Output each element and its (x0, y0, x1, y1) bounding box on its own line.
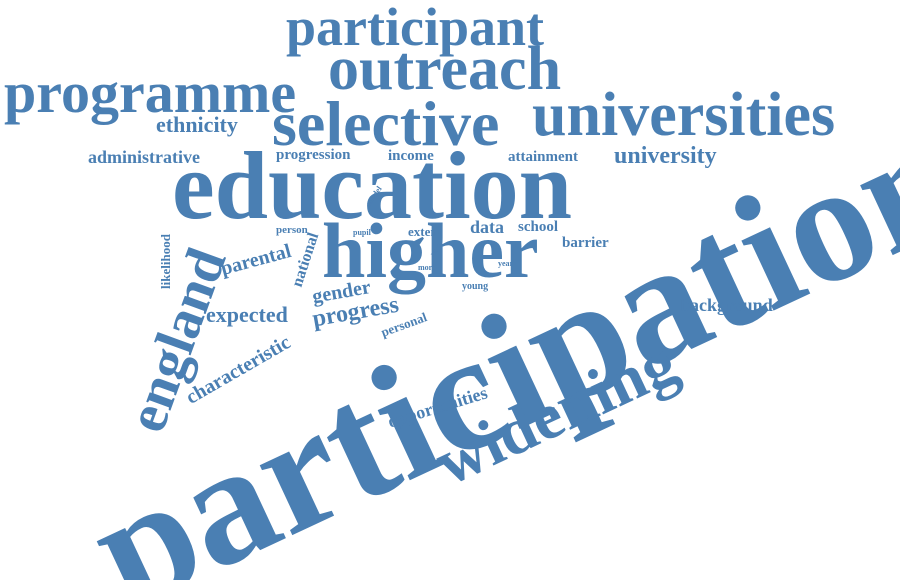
word-year: year (498, 259, 514, 268)
word-attainment: attainment (508, 149, 578, 165)
word-barrier: barrier (562, 235, 609, 251)
word-parental: parental (218, 240, 294, 280)
word-pupil: pupil (353, 228, 371, 237)
word-participant: participant (286, 0, 545, 57)
word-outreach: outreach (328, 35, 562, 103)
word-expected: expected (206, 302, 288, 327)
word-selective: selective (272, 88, 500, 159)
word-university: university (614, 143, 717, 169)
word-data: data (470, 217, 505, 237)
word-national: national (288, 230, 323, 290)
word-young: young (462, 281, 489, 292)
word-extent: extent (408, 224, 442, 239)
word-ethnicity: ethnicity (156, 112, 238, 137)
word-person: person (276, 224, 308, 236)
word-income: income (388, 148, 434, 164)
word-likelihood: likelihood (157, 234, 173, 289)
word-school: school (518, 219, 559, 235)
word-education: education (172, 132, 573, 239)
word-universities: universities (532, 81, 836, 149)
word-higher: higher (322, 207, 539, 294)
word-more: more (418, 263, 436, 272)
word-administrative: administrative (88, 147, 200, 167)
word-background: background (680, 295, 773, 315)
word-progression: progression (276, 147, 351, 163)
word-programme: programme (4, 60, 297, 125)
